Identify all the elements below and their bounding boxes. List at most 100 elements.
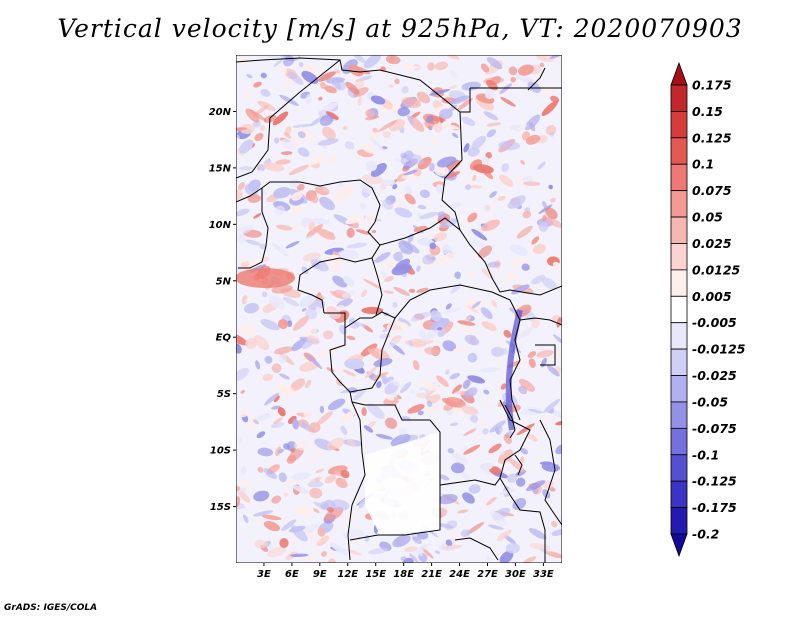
field-patch [344, 141, 355, 150]
field-patch [507, 195, 526, 209]
field-patch [401, 174, 419, 180]
field-patch [272, 111, 289, 126]
field-patch [429, 89, 451, 96]
field-patch [488, 443, 502, 454]
field-patch [400, 556, 407, 561]
border-botswana [454, 537, 499, 561]
field-patch [375, 433, 393, 440]
field-patch [366, 403, 385, 419]
field-patch [342, 125, 348, 131]
field-patch [308, 422, 321, 433]
country-borders [236, 57, 562, 563]
field-patch [236, 224, 254, 235]
field-patch [358, 498, 366, 509]
field-patch [538, 222, 549, 232]
field-patch [449, 372, 461, 380]
field-patch [236, 333, 248, 346]
field-patch [365, 160, 378, 172]
field-patch [355, 229, 372, 235]
field-patch [481, 321, 497, 332]
field-patch [503, 433, 512, 445]
field-patch [398, 240, 413, 255]
lon-label: 30E [505, 569, 526, 580]
field-patch [244, 297, 251, 303]
field-patch [486, 129, 497, 138]
field-patch [285, 240, 300, 249]
field-patch [327, 506, 334, 513]
field-patch [300, 217, 311, 227]
colorbar-label: 0.1 [692, 157, 714, 172]
field-patch [342, 369, 356, 377]
field-patch [527, 351, 537, 358]
field-patch [342, 290, 355, 298]
field-patch [445, 55, 460, 60]
colorbar-swatch [670, 269, 688, 297]
field-patch [452, 453, 469, 465]
field-patch [314, 186, 330, 196]
lon-axis: 3E 6E 9E 12E 15E 18E 21E 24E 27E 30E 33E [257, 563, 554, 580]
field-patch [436, 375, 449, 388]
field-patch [327, 437, 345, 450]
field-patch [309, 487, 323, 499]
field-patch [238, 324, 257, 336]
field-patch [543, 398, 561, 414]
map-title: Vertical velocity [m/s] at 925hPa, VT: 2… [57, 14, 743, 43]
field-patch [354, 78, 365, 89]
field-patch [507, 473, 518, 483]
field-patch [312, 218, 330, 225]
field-patch [392, 534, 411, 548]
field-patch [360, 289, 368, 298]
colorbar-label: -0.005 [692, 315, 737, 330]
border-coast-guinea [297, 274, 325, 314]
field-patch [382, 338, 401, 351]
field-patch [238, 491, 251, 503]
colorbar-swatch [670, 348, 688, 376]
lat-label: EQ [216, 333, 232, 344]
border-tanganyika [504, 404, 516, 439]
field-patch [555, 444, 562, 455]
field-patch [520, 447, 529, 455]
field-patch [422, 254, 436, 265]
border-west-africa [238, 188, 269, 269]
field-patch [417, 531, 429, 540]
field-patch [402, 63, 414, 72]
field-patch [464, 335, 480, 346]
field-patch [452, 407, 462, 415]
field-patch [383, 393, 395, 401]
field-patch [236, 367, 249, 382]
field-patch [431, 137, 439, 145]
field-patch [273, 417, 283, 425]
field-patch [370, 347, 390, 361]
field-patch [278, 472, 287, 483]
field-patch [448, 529, 460, 538]
field-patch [316, 535, 330, 547]
field-patch [323, 330, 334, 340]
field-patch [310, 258, 329, 272]
field-patch [360, 182, 375, 194]
field-patch [309, 155, 325, 166]
field-patch [392, 184, 398, 190]
field-patch [499, 550, 514, 563]
field-patch [477, 245, 493, 259]
field-patch [322, 126, 336, 140]
field-patch [374, 252, 391, 263]
field-patch [457, 97, 473, 111]
field-patch [516, 423, 535, 436]
field-patch [378, 276, 385, 283]
field-patch [264, 356, 273, 364]
colorbar-label: 0.15 [692, 104, 723, 119]
field-patch [274, 205, 286, 216]
field-patch [236, 127, 248, 132]
field-patch [371, 229, 377, 234]
field-patch [519, 378, 535, 392]
field-patch [480, 462, 493, 471]
field-patch [336, 304, 345, 311]
field-patch [442, 544, 463, 550]
field-patch [484, 88, 495, 100]
field-patch [242, 479, 250, 489]
field-patch [417, 238, 435, 246]
field-patch [263, 521, 280, 532]
field-patch [254, 132, 264, 142]
field-patch [407, 404, 425, 414]
colorbar-label: 0.125 [692, 130, 732, 145]
